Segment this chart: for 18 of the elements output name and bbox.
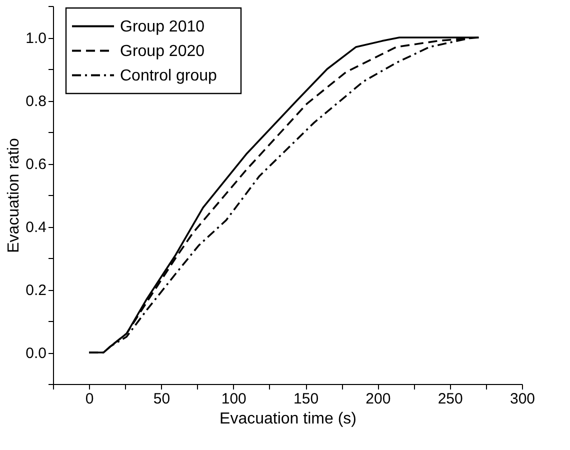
x-axis-title: Evacuation time (s) xyxy=(220,410,356,428)
y-tick-label: 0.8 xyxy=(26,93,46,110)
legend-label: Group 2010 xyxy=(120,18,205,36)
y-axis-title: Evacuation ratio xyxy=(6,138,23,253)
y-tick-label: 0.0 xyxy=(26,345,46,362)
y-tick-label: 0.6 xyxy=(26,156,46,173)
x-tick-label: 250 xyxy=(438,390,463,408)
x-tick-label: 50 xyxy=(153,390,170,408)
x-tick-label: 150 xyxy=(294,390,319,408)
x-tick-label: 0 xyxy=(85,390,94,408)
legend-label: Group 2020 xyxy=(120,42,205,60)
y-tick-label: 0.4 xyxy=(26,219,46,236)
y-tick-label: 0.2 xyxy=(26,282,46,299)
x-tick-label: 300 xyxy=(510,390,536,408)
x-tick-label: 200 xyxy=(366,390,391,408)
y-tick-label: 1.0 xyxy=(26,30,46,47)
x-tick-label: 100 xyxy=(221,390,246,408)
legend-label: Control group xyxy=(120,67,218,84)
